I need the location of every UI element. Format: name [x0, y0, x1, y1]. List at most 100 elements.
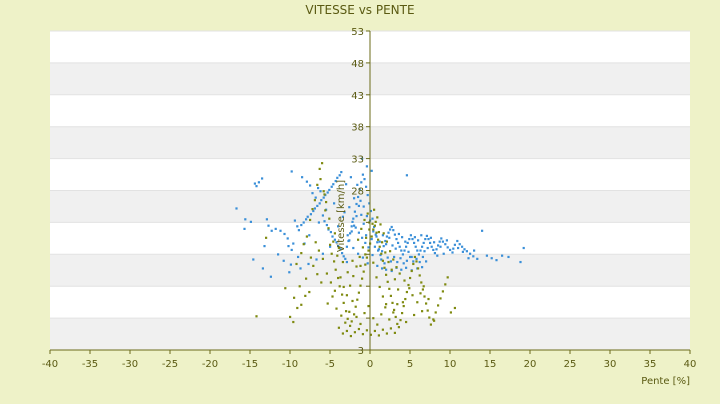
data-point: [253, 182, 256, 185]
data-point: [417, 253, 420, 256]
data-point: [361, 277, 364, 280]
data-point: [410, 269, 413, 273]
data-point: [377, 248, 380, 251]
data-point: [370, 235, 373, 238]
data-point: [353, 197, 356, 200]
data-point: [355, 202, 358, 206]
data-point: [405, 266, 408, 269]
data-point: [391, 301, 394, 304]
data-point: [393, 331, 396, 334]
data-point: [461, 245, 464, 248]
data-point: [270, 229, 273, 232]
data-point: [312, 209, 315, 213]
data-point: [341, 293, 344, 296]
data-point: [370, 169, 373, 172]
data-point: [381, 259, 384, 262]
data-point: [340, 314, 343, 317]
data-point: [331, 235, 334, 238]
data-point: [401, 253, 404, 256]
data-point: [328, 188, 331, 192]
data-point: [430, 245, 433, 248]
data-point: [377, 230, 380, 234]
data-point: [387, 260, 390, 264]
data-point: [307, 262, 310, 266]
data-point: [373, 225, 376, 229]
data-point: [404, 297, 407, 301]
data-point: [305, 218, 308, 221]
data-point: [425, 260, 428, 263]
data-point: [416, 249, 419, 252]
data-point: [349, 334, 352, 338]
data-point: [317, 221, 320, 224]
data-point: [469, 252, 472, 255]
data-point: [377, 249, 380, 252]
data-point: [350, 320, 353, 323]
data-point: [495, 259, 498, 262]
data-point: [441, 240, 444, 243]
data-point: [385, 243, 388, 246]
data-point: [397, 232, 400, 236]
data-point: [360, 181, 363, 184]
data-point: [326, 191, 329, 194]
data-point: [357, 195, 360, 199]
data-point: [389, 327, 392, 330]
data-point: [384, 239, 387, 243]
data-point: [456, 239, 459, 243]
data-point: [366, 193, 369, 197]
data-point: [398, 272, 401, 275]
data-point: [255, 185, 258, 188]
data-point: [367, 246, 370, 249]
data-point: [365, 236, 368, 239]
data-point: [365, 329, 368, 332]
data-point: [428, 316, 431, 319]
data-point: [359, 284, 362, 287]
data-point: [351, 259, 354, 262]
data-point: [363, 311, 366, 315]
data-point: [332, 183, 335, 186]
data-point: [442, 252, 445, 255]
data-point: [354, 226, 357, 229]
data-point: [352, 217, 355, 220]
data-point: [321, 252, 324, 255]
data-point: [308, 234, 311, 237]
data-point: [427, 237, 430, 241]
x-tick-label: -35: [82, 359, 98, 370]
data-point: [329, 245, 332, 248]
data-point: [424, 237, 427, 241]
data-point: [433, 319, 436, 322]
data-point: [414, 245, 417, 248]
data-point: [330, 252, 333, 255]
data-point: [296, 225, 299, 228]
data-point: [283, 232, 286, 236]
data-point: [313, 207, 316, 210]
data-point: [473, 249, 476, 252]
data-point: [349, 284, 352, 287]
x-tick-label: 5: [407, 359, 413, 370]
data-point: [519, 260, 522, 264]
data-point: [389, 294, 392, 297]
data-point: [437, 244, 440, 247]
data-point: [354, 305, 357, 308]
data-point: [361, 173, 364, 176]
x-tick-label: 0: [367, 359, 373, 370]
data-point: [365, 256, 368, 259]
data-point: [481, 229, 484, 232]
data-point: [353, 331, 356, 334]
y-tick-label: 48: [351, 59, 364, 70]
x-tick-label: -5: [325, 359, 335, 370]
data-point: [368, 202, 371, 205]
data-point: [333, 260, 336, 263]
data-point: [383, 266, 386, 269]
data-point: [421, 310, 424, 313]
data-point: [299, 267, 302, 270]
data-point: [265, 218, 268, 221]
y-tick-label: 43: [351, 91, 364, 102]
data-point: [396, 303, 399, 306]
data-point: [472, 255, 475, 258]
data-point: [376, 216, 379, 219]
data-point: [397, 326, 400, 329]
data-point: [305, 277, 308, 280]
data-point: [406, 241, 409, 245]
data-point: [420, 281, 423, 284]
data-point: [393, 308, 396, 312]
